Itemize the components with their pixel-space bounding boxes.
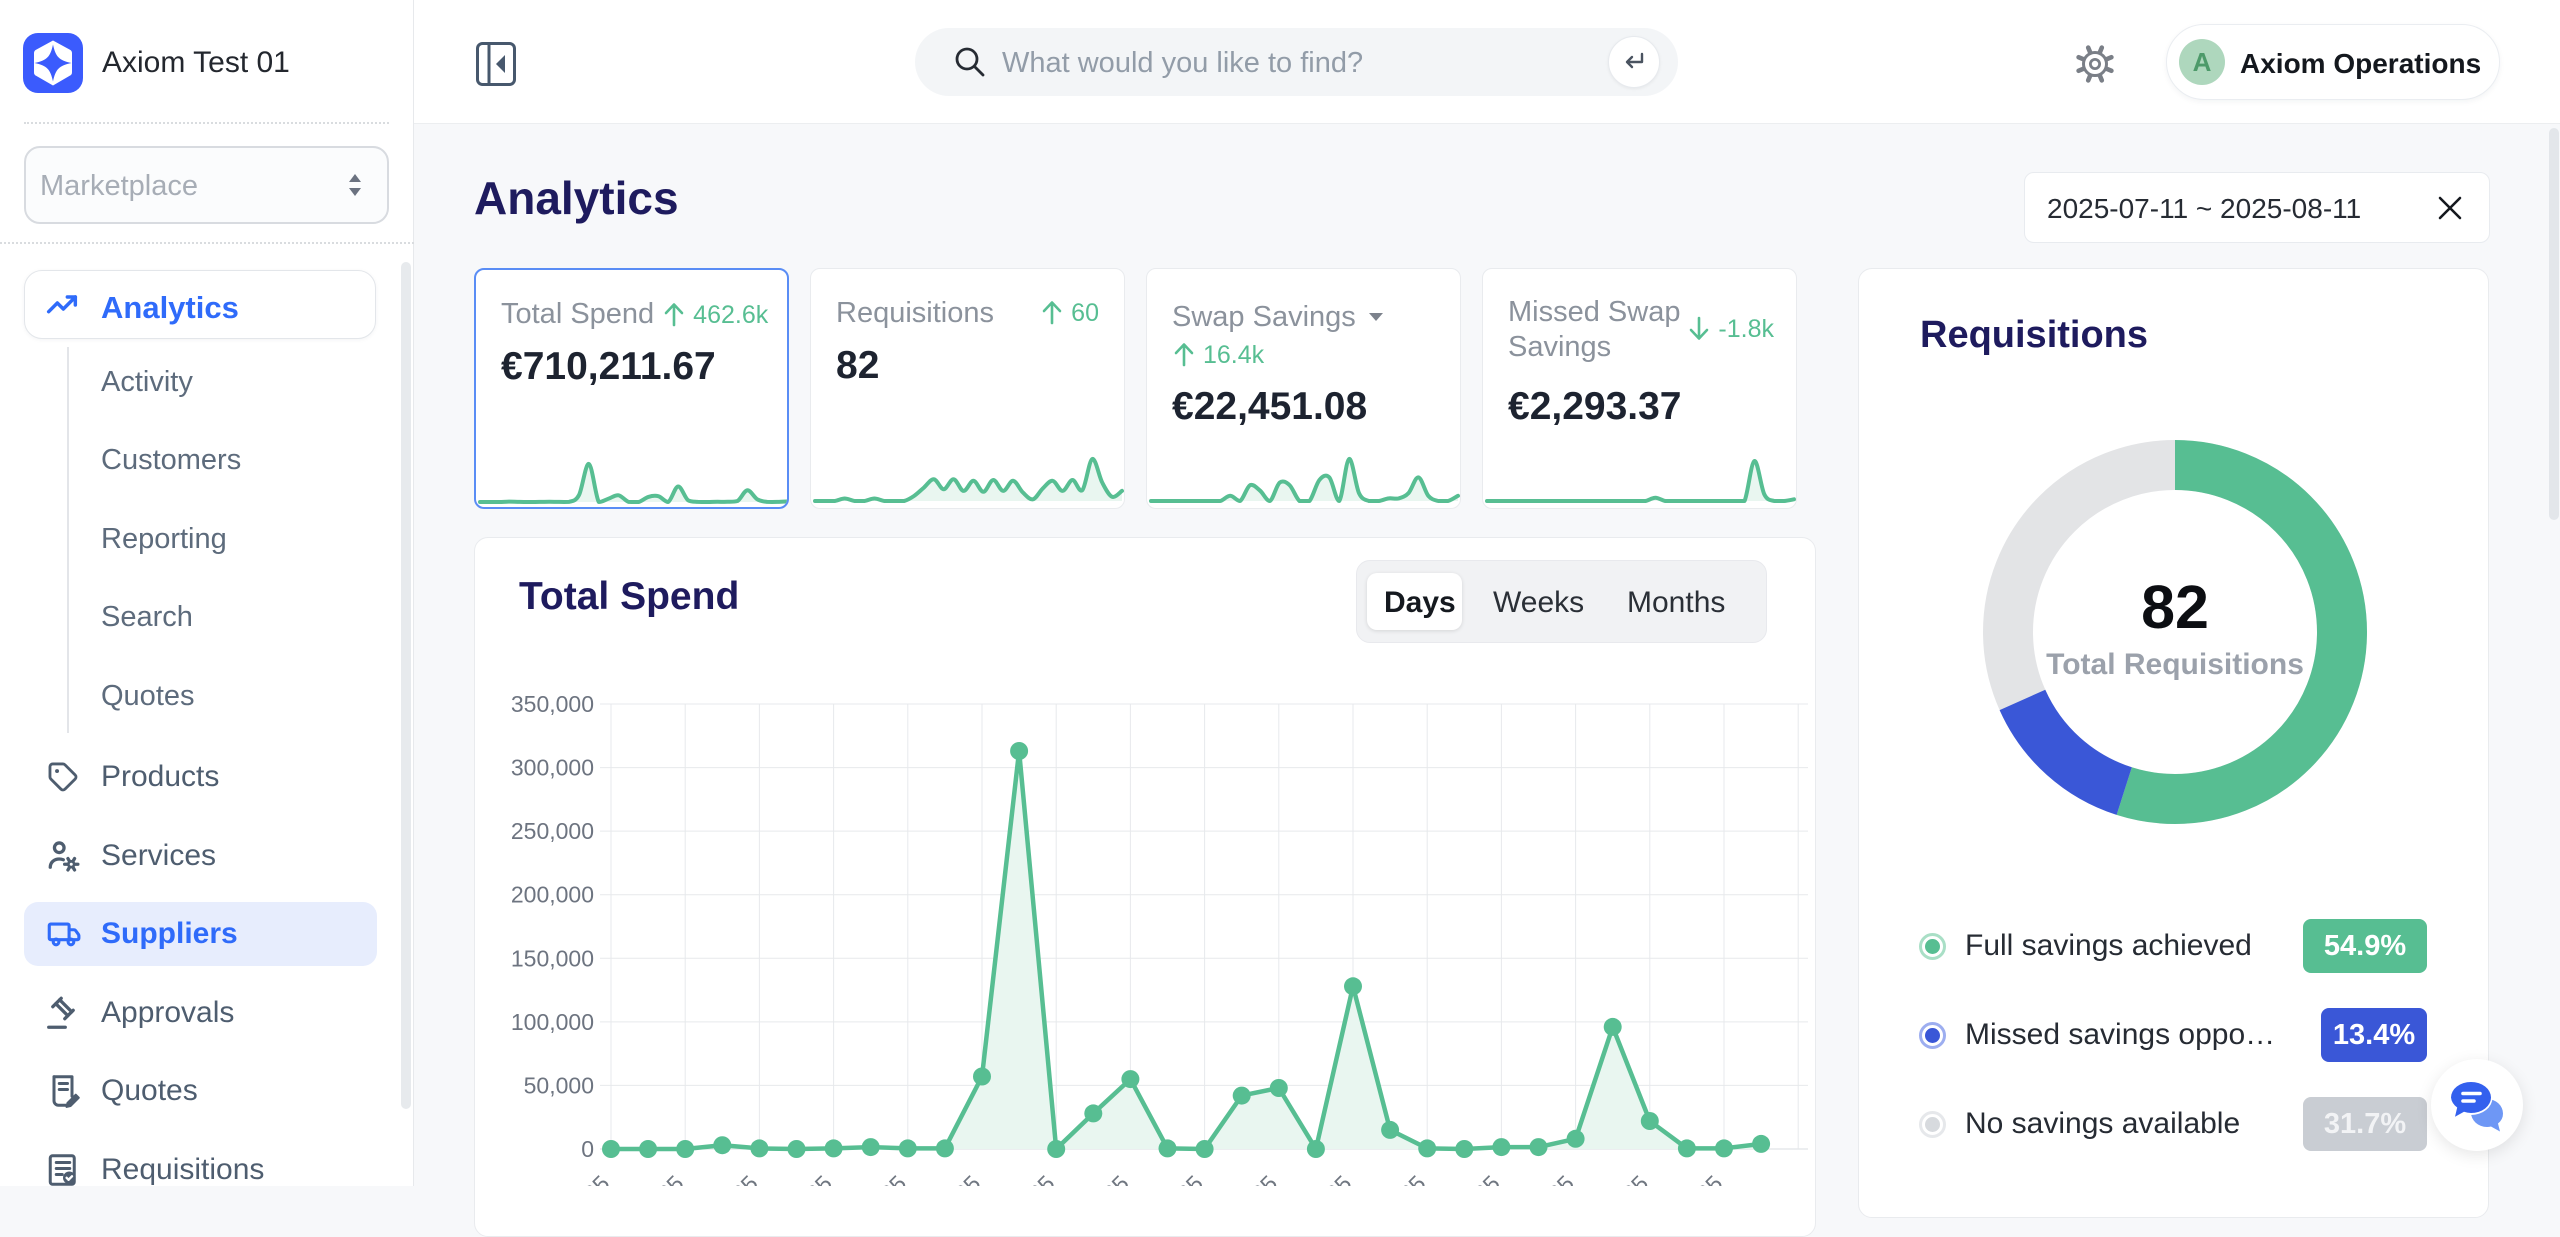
svg-text:300,000: 300,000 — [511, 755, 594, 781]
svg-text:250,000: 250,000 — [511, 818, 594, 844]
svg-text:0: 0 — [581, 1136, 594, 1162]
svg-text:11/07/2025: 11/07/2025 — [516, 1170, 615, 1186]
svg-text:200,000: 200,000 — [511, 882, 594, 908]
svg-text:150,000: 150,000 — [511, 945, 594, 971]
svg-text:50,000: 50,000 — [524, 1072, 594, 1098]
svg-text:350,000: 350,000 — [511, 691, 594, 717]
svg-text:100,000: 100,000 — [511, 1009, 594, 1035]
